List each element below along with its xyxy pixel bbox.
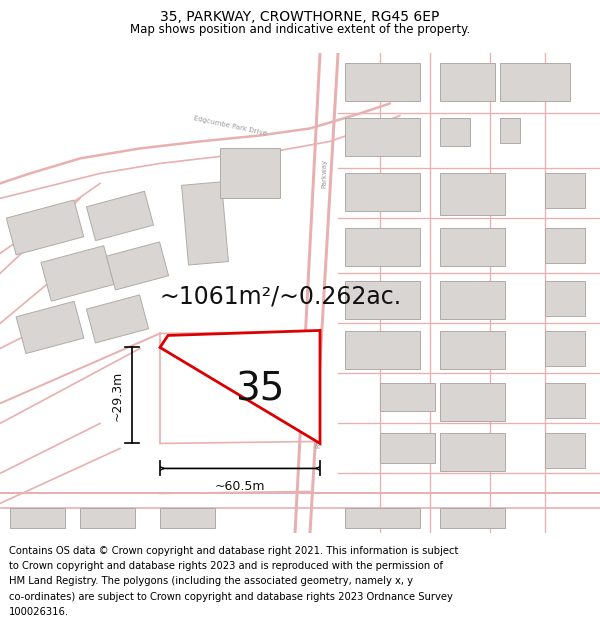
Text: ~29.3m: ~29.3m [111, 370, 124, 421]
Bar [345, 173, 420, 211]
Bar [345, 63, 420, 101]
Bar [6, 200, 84, 255]
Bar [380, 434, 435, 464]
Bar [16, 301, 84, 354]
Text: Parkway: Parkway [315, 419, 321, 448]
Bar [220, 148, 280, 199]
Polygon shape [160, 331, 320, 444]
Bar [440, 383, 505, 421]
Text: Map shows position and indicative extent of the property.: Map shows position and indicative extent… [130, 23, 470, 36]
Bar [440, 509, 505, 529]
Text: ~1061m²/~0.262ac.: ~1061m²/~0.262ac. [160, 284, 402, 308]
Bar [545, 383, 585, 419]
Bar [86, 295, 149, 343]
Bar [345, 331, 420, 369]
Bar [10, 509, 65, 529]
Bar [41, 246, 114, 301]
Bar [160, 509, 215, 529]
Text: Contains OS data © Crown copyright and database right 2021. This information is : Contains OS data © Crown copyright and d… [9, 546, 458, 556]
Bar [545, 228, 585, 264]
Bar [345, 228, 420, 266]
Bar [440, 228, 505, 266]
Bar [545, 331, 585, 366]
Text: HM Land Registry. The polygons (including the associated geometry, namely x, y: HM Land Registry. The polygons (includin… [9, 576, 413, 586]
Bar [106, 242, 169, 290]
Text: 100026316.: 100026316. [9, 607, 69, 617]
Bar [86, 191, 154, 241]
Bar [345, 281, 420, 319]
Bar [440, 63, 495, 101]
Bar [182, 182, 229, 265]
Bar [380, 383, 435, 411]
Bar [545, 434, 585, 469]
Text: ~60.5m: ~60.5m [215, 481, 265, 494]
Bar [440, 434, 505, 471]
Bar [345, 119, 420, 156]
Text: 35: 35 [235, 371, 284, 409]
Text: Edgcumbe Park Drive: Edgcumbe Park Drive [193, 115, 267, 136]
Text: Parkway: Parkway [321, 159, 327, 188]
Bar [545, 173, 585, 209]
Bar [440, 331, 505, 369]
Bar [500, 63, 570, 101]
Bar [440, 281, 505, 319]
Bar [440, 119, 470, 146]
Text: 35, PARKWAY, CROWTHORNE, RG45 6EP: 35, PARKWAY, CROWTHORNE, RG45 6EP [160, 10, 440, 24]
Text: to Crown copyright and database rights 2023 and is reproduced with the permissio: to Crown copyright and database rights 2… [9, 561, 443, 571]
Bar [545, 281, 585, 316]
Bar [440, 173, 505, 216]
Bar [80, 509, 135, 529]
Bar [500, 119, 520, 143]
Text: co-ordinates) are subject to Crown copyright and database rights 2023 Ordnance S: co-ordinates) are subject to Crown copyr… [9, 592, 453, 602]
Bar [345, 509, 420, 529]
